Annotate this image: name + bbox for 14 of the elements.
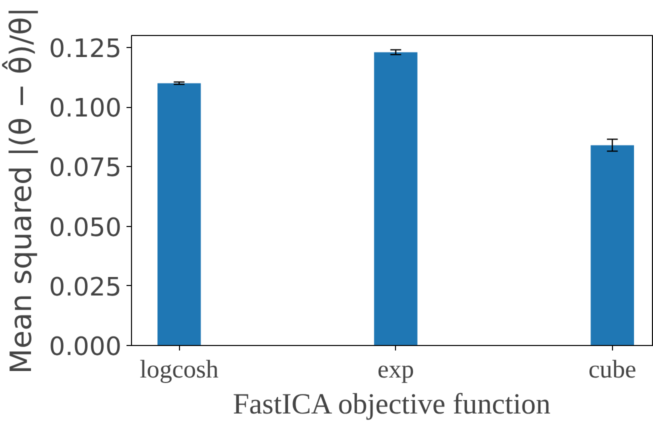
x-axis-title: FastICA objective function (232, 388, 551, 420)
bar (157, 83, 201, 346)
x-tick-label: cube (588, 356, 636, 384)
y-axis-title: Mean squared |(θ − θ̂)/θ| (2, 7, 38, 374)
y-tick-label: 0.000 (48, 331, 122, 361)
y-tick-label: 0.025 (48, 271, 122, 302)
y-tick-label: 0.125 (48, 32, 122, 63)
bar (590, 145, 634, 346)
x-tick-label: logcosh (140, 356, 219, 384)
y-tick-label: 0.100 (48, 92, 122, 123)
y-tick-label: 0.075 (48, 152, 122, 182)
bar (374, 52, 418, 346)
x-tick-label: exp (377, 356, 414, 384)
y-tick-label: 0.050 (48, 212, 122, 242)
